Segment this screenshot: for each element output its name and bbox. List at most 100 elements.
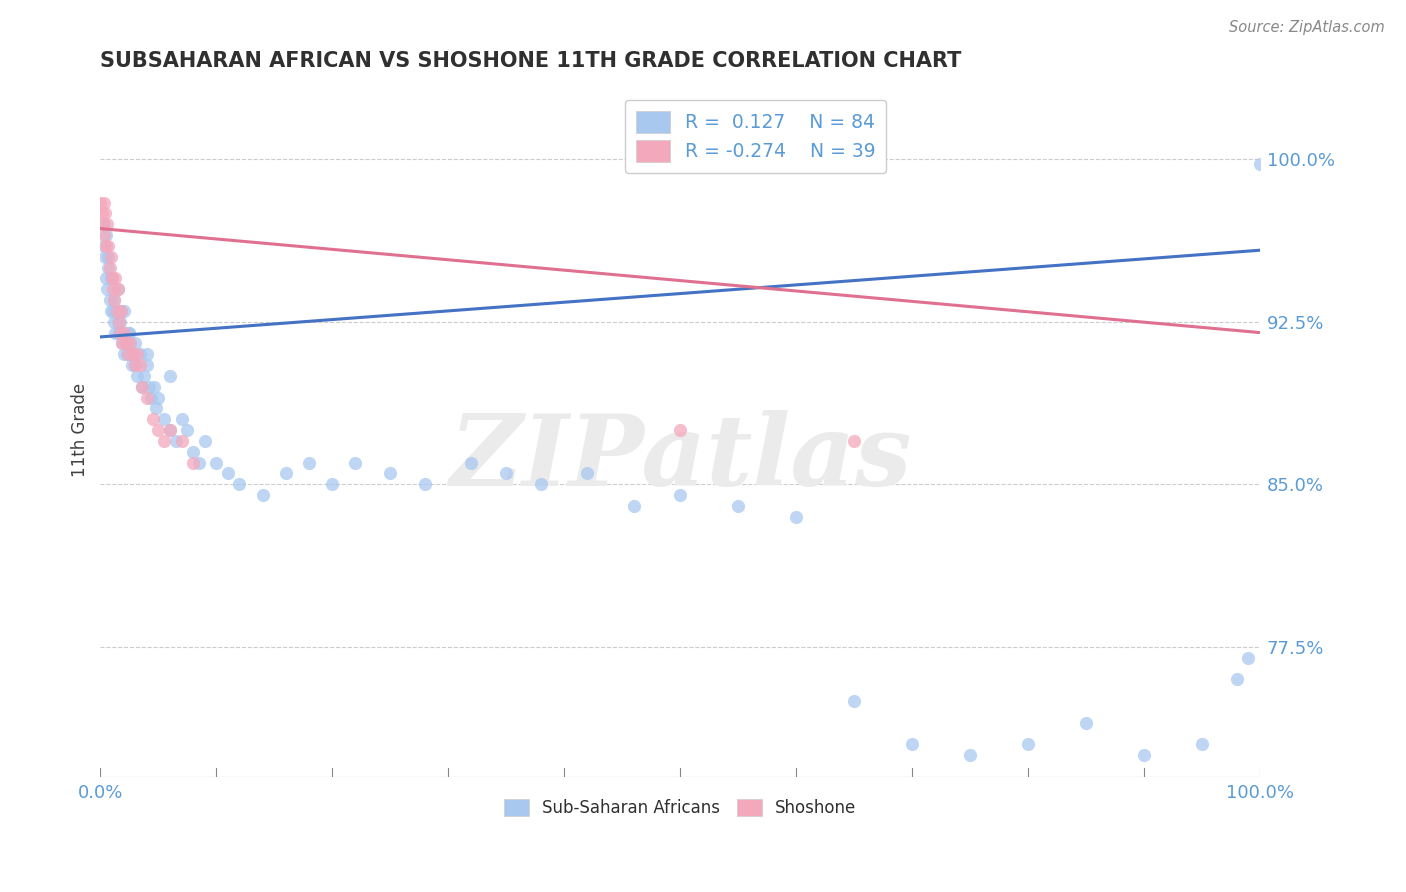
Point xyxy=(131,380,153,394)
Legend: Sub-Saharan Africans, Shoshone: Sub-Saharan Africans, Shoshone xyxy=(498,792,863,824)
Point xyxy=(108,326,131,340)
Point xyxy=(90,206,112,220)
Point xyxy=(100,271,122,285)
Point xyxy=(141,391,163,405)
Point xyxy=(669,423,692,437)
Point xyxy=(194,434,217,448)
Point xyxy=(135,391,157,405)
Point xyxy=(344,456,367,470)
Point xyxy=(108,326,131,340)
Point xyxy=(91,217,114,231)
Point xyxy=(135,358,157,372)
Point xyxy=(153,434,176,448)
Point xyxy=(148,391,170,405)
Point xyxy=(217,467,239,481)
Point xyxy=(118,326,141,340)
Point xyxy=(97,239,120,253)
Point xyxy=(121,347,143,361)
Point xyxy=(145,401,167,416)
Point xyxy=(103,315,125,329)
Point xyxy=(170,434,193,448)
Point xyxy=(128,358,150,372)
Point xyxy=(112,347,135,361)
Point xyxy=(153,412,176,426)
Point xyxy=(107,315,129,329)
Point xyxy=(104,326,127,340)
Point xyxy=(103,293,125,307)
Point xyxy=(120,336,142,351)
Point xyxy=(187,456,209,470)
Point xyxy=(107,282,129,296)
Point xyxy=(127,347,149,361)
Point xyxy=(100,304,122,318)
Point xyxy=(101,304,124,318)
Point xyxy=(101,271,124,285)
Point xyxy=(159,423,181,437)
Text: SUBSAHARAN AFRICAN VS SHOSHONE 11TH GRADE CORRELATION CHART: SUBSAHARAN AFRICAN VS SHOSHONE 11TH GRAD… xyxy=(100,51,962,70)
Point xyxy=(97,250,120,264)
Point xyxy=(117,336,139,351)
Point xyxy=(413,477,436,491)
Point xyxy=(101,271,124,285)
Point xyxy=(134,368,156,383)
Point xyxy=(104,271,127,285)
Point xyxy=(115,336,138,351)
Point xyxy=(148,423,170,437)
Point xyxy=(89,195,111,210)
Point xyxy=(159,368,181,383)
Point xyxy=(101,282,124,296)
Point xyxy=(727,499,749,513)
Point xyxy=(120,347,142,361)
Point xyxy=(380,467,402,481)
Point xyxy=(298,456,321,470)
Point xyxy=(785,509,807,524)
Point xyxy=(1237,650,1260,665)
Point xyxy=(93,228,115,243)
Point xyxy=(124,358,146,372)
Y-axis label: 11th Grade: 11th Grade xyxy=(72,383,89,477)
Point xyxy=(100,250,122,264)
Point xyxy=(124,336,146,351)
Point xyxy=(1249,156,1271,170)
Point xyxy=(111,336,134,351)
Point xyxy=(128,347,150,361)
Point xyxy=(460,456,482,470)
Point xyxy=(252,488,274,502)
Point xyxy=(141,412,163,426)
Point xyxy=(127,368,149,383)
Point xyxy=(1226,673,1249,687)
Point xyxy=(107,282,129,296)
Point xyxy=(623,499,645,513)
Point xyxy=(124,358,146,372)
Point xyxy=(135,347,157,361)
Point xyxy=(181,444,204,458)
Text: Source: ZipAtlas.com: Source: ZipAtlas.com xyxy=(1229,20,1385,35)
Point xyxy=(321,477,343,491)
Point xyxy=(142,380,165,394)
Point xyxy=(98,293,121,307)
Point xyxy=(93,217,115,231)
Point xyxy=(94,271,117,285)
Point xyxy=(576,467,599,481)
Point xyxy=(205,456,228,470)
Point xyxy=(93,239,115,253)
Point xyxy=(96,217,118,231)
Point xyxy=(228,477,250,491)
Point xyxy=(842,694,865,708)
Point xyxy=(121,358,143,372)
Point xyxy=(274,467,297,481)
Text: ZIPatlas: ZIPatlas xyxy=(449,409,911,506)
Point xyxy=(98,260,121,275)
Point xyxy=(94,228,117,243)
Point xyxy=(105,304,128,318)
Point xyxy=(110,304,132,318)
Point xyxy=(181,456,204,470)
Point xyxy=(131,380,153,394)
Point xyxy=(115,347,138,361)
Point xyxy=(112,326,135,340)
Point xyxy=(842,434,865,448)
Point xyxy=(1017,737,1039,751)
Point xyxy=(94,206,117,220)
Point xyxy=(115,336,138,351)
Point xyxy=(96,282,118,296)
